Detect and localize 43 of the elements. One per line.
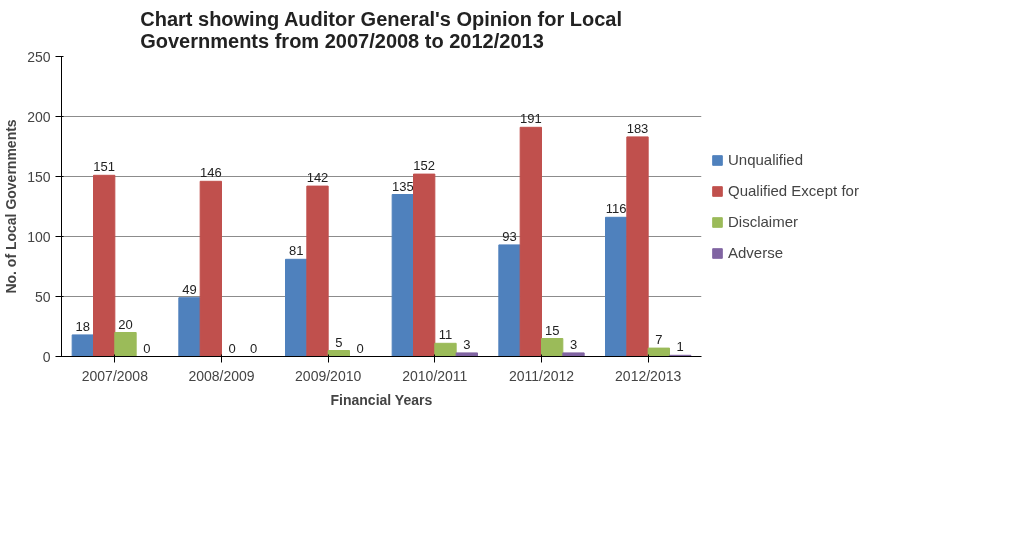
- chart-title: Chart showing Auditor General's Opinion for Local Governments from 2007/2008 to 2012/2013: [140, 7, 623, 52]
- data-label: 81: [288, 243, 304, 259]
- y-tick-label: 250: [27, 48, 51, 65]
- data-label: 151: [93, 159, 116, 175]
- data-label: 20: [118, 316, 133, 332]
- data-label: 7: [655, 332, 663, 348]
- data-label: 152: [413, 158, 436, 174]
- data-label: 183: [626, 120, 649, 136]
- data-label: 3: [569, 336, 578, 352]
- x-tick-label: 2009/2010: [295, 367, 362, 384]
- x-tick-label: 2010/2011: [402, 367, 468, 384]
- x-tick-label: 2008/2009: [188, 367, 255, 384]
- data-label: 1: [676, 339, 684, 355]
- x-axis-title: Financial Years: [330, 391, 433, 408]
- data-label: 0: [356, 340, 364, 356]
- x-tick-label: 2011/2012: [508, 367, 575, 384]
- data-label: 15: [544, 322, 560, 338]
- y-axis-title: No. of Local Governments: [3, 119, 20, 294]
- data-label: 3: [463, 336, 471, 352]
- x-tick-label: 2012/2013: [615, 367, 682, 384]
- legend-label: Qualified Except for: [728, 182, 859, 199]
- data-label: 0: [228, 340, 236, 356]
- data-label: 142: [306, 170, 329, 186]
- legend-label: Adverse: [728, 244, 784, 261]
- data-label: 146: [199, 165, 222, 181]
- data-label: 0: [249, 340, 258, 356]
- data-label: 135: [391, 178, 414, 194]
- y-tick-label: 100: [27, 228, 51, 245]
- data-label: 116: [605, 201, 627, 217]
- data-label: 49: [182, 281, 197, 297]
- y-tick-label: 0: [42, 348, 51, 365]
- y-tick-label: 50: [34, 288, 51, 305]
- x-tick-label: 2007/2008: [81, 367, 149, 384]
- data-label: 93: [502, 228, 517, 244]
- y-tick-label: 150: [27, 168, 51, 185]
- data-label: 5: [335, 334, 343, 350]
- data-label: 11: [438, 327, 453, 343]
- data-label: 0: [143, 340, 151, 356]
- legend-label: Unqualified: [728, 151, 804, 168]
- y-tick-label: 200: [27, 108, 51, 125]
- legend-label: Disclaimer: [728, 213, 799, 230]
- data-label: 191: [519, 111, 542, 127]
- data-label: 18: [75, 318, 91, 334]
